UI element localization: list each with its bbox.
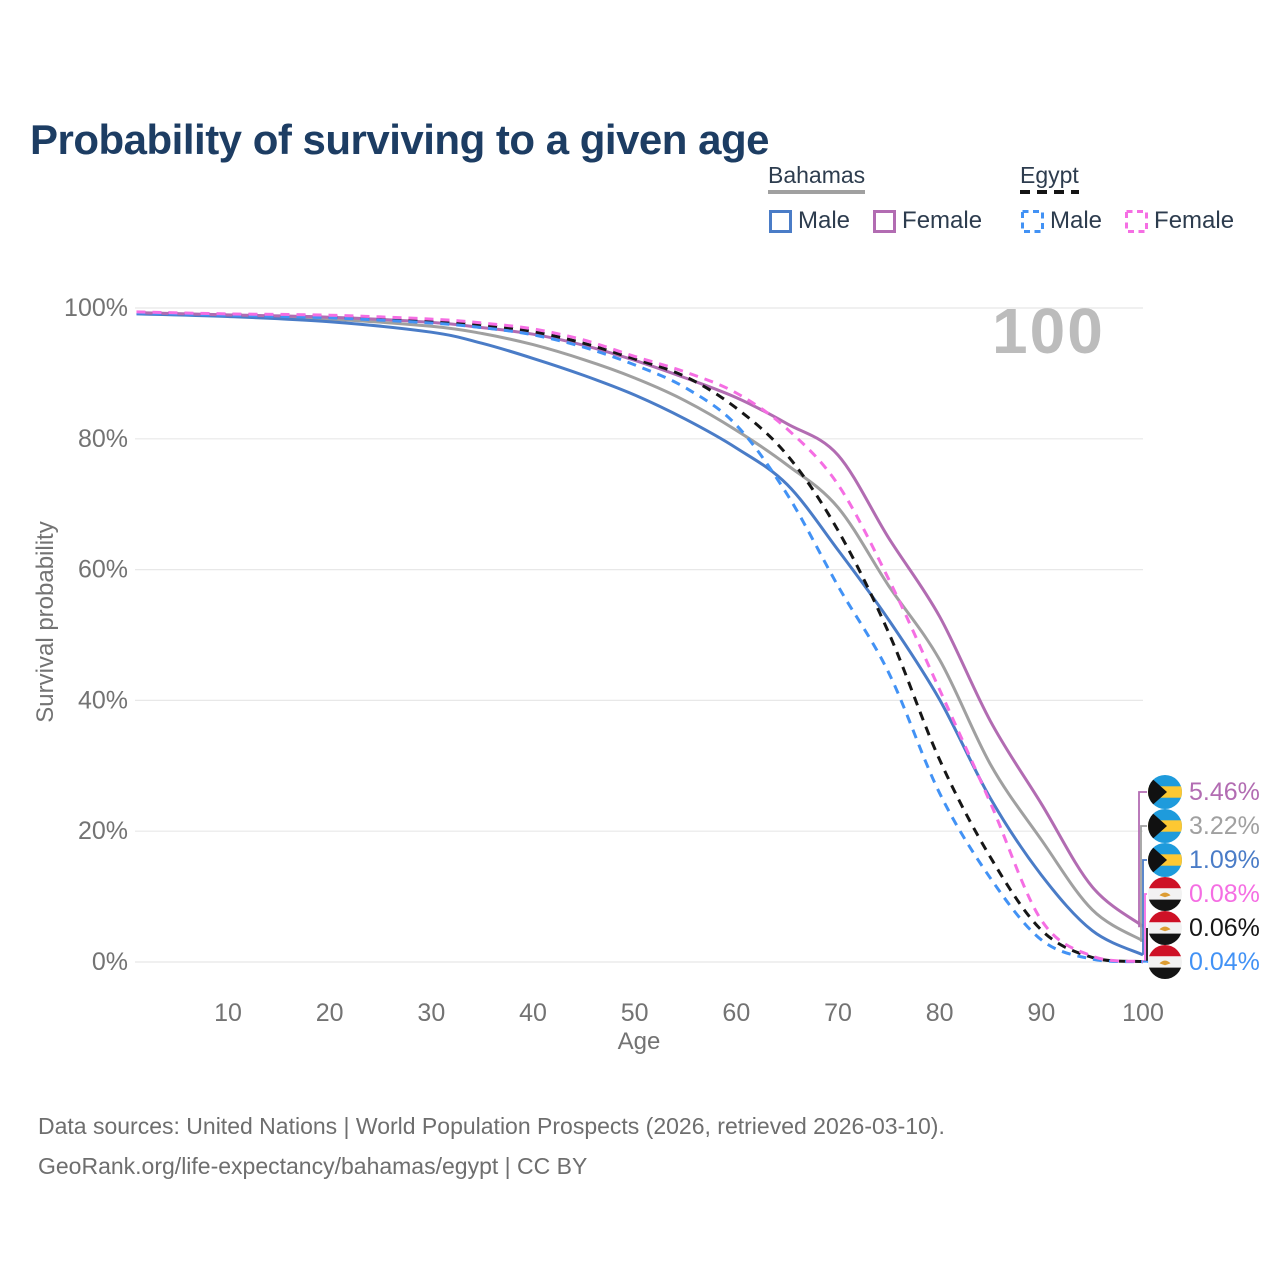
x-tick-label: 80 xyxy=(926,999,954,1027)
y-tick-label: 60% xyxy=(78,556,128,584)
legend-item-egypt-male[interactable]: Male xyxy=(1020,207,1102,235)
legend-item-label: Female xyxy=(902,207,983,234)
egypt-line-style-swatch xyxy=(1020,190,1079,194)
legend-header-bahamas[interactable]: Bahamas xyxy=(768,162,866,198)
y-tick-label: 80% xyxy=(78,425,128,453)
legend-item-label: Male xyxy=(798,207,851,234)
bahamas-male-swatch-icon xyxy=(768,209,793,234)
y-tick-label: 20% xyxy=(78,817,128,845)
series-line-bahamas-female xyxy=(136,311,1144,928)
y-tick-label: 100% xyxy=(64,294,128,322)
end-label-row: 1.09% xyxy=(1148,843,1260,877)
egypt-flag-icon xyxy=(1148,945,1182,979)
bahamas-flag-icon xyxy=(1148,809,1182,843)
y-tick-label: 0% xyxy=(92,948,128,976)
egypt-flag-icon xyxy=(1148,877,1182,911)
x-tick-label: 10 xyxy=(214,999,242,1027)
legend-item-label: Male xyxy=(1050,207,1103,234)
egypt-flag-icon xyxy=(1148,911,1182,945)
footer-source-line: Data sources: United Nations | World Pop… xyxy=(38,1113,945,1139)
series-line-egypt-female xyxy=(136,310,1144,963)
x-tick-label: 40 xyxy=(519,999,547,1027)
end-label-row: 5.46% xyxy=(1148,775,1260,809)
end-label-row: 0.08% xyxy=(1148,877,1260,911)
end-label-row: 3.22% xyxy=(1148,809,1260,843)
end-label-value: 1.09% xyxy=(1189,845,1260,874)
end-label-row: 0.06% xyxy=(1148,911,1260,945)
footer-link-line: GeoRank.org/life-expectancy/bahamas/egyp… xyxy=(38,1153,588,1179)
x-tick-label: 70 xyxy=(824,999,852,1027)
series-line-egypt-male xyxy=(136,311,1144,964)
end-label-row: 0.04% xyxy=(1148,945,1260,979)
end-label-connector xyxy=(1140,825,1147,942)
series-line-bahamas-both xyxy=(136,311,1144,943)
bahamas-line-style-swatch xyxy=(768,190,866,194)
end-label-value: 3.22% xyxy=(1189,811,1260,840)
x-tick-label: 60 xyxy=(722,999,750,1027)
legend-header-egypt-label: Egypt xyxy=(1020,162,1079,188)
legend-item-egypt-female[interactable]: Female xyxy=(1124,207,1234,235)
bahamas-flag-icon xyxy=(1148,775,1182,809)
x-tick-label: 90 xyxy=(1027,999,1055,1027)
legend-group-egypt: Egypt Male Female xyxy=(1020,162,1234,235)
end-label-value: 0.06% xyxy=(1189,913,1260,942)
y-axis-title: Survival probability xyxy=(32,521,59,723)
series-line-bahamas-male xyxy=(136,312,1144,957)
x-axis-title: Age xyxy=(617,1028,661,1055)
legend-item-label: Female xyxy=(1154,207,1235,234)
footer: Data sources: United Nations | World Pop… xyxy=(38,1106,945,1186)
legend-item-bahamas-male[interactable]: Male xyxy=(768,207,850,235)
end-label-connector xyxy=(1142,859,1147,955)
legend-header-bahamas-label: Bahamas xyxy=(768,162,866,188)
end-label-value: 0.04% xyxy=(1189,947,1260,976)
legend-group-bahamas: Bahamas Male Female xyxy=(768,162,982,235)
x-tick-label: 30 xyxy=(417,999,445,1027)
page-title: Probability of surviving to a given age xyxy=(30,116,769,164)
y-tick-label: 40% xyxy=(78,686,128,714)
end-label-value: 0.08% xyxy=(1189,879,1260,908)
x-tick-label: 20 xyxy=(316,999,344,1027)
bahamas-female-swatch-icon xyxy=(872,209,897,234)
legend-header-egypt[interactable]: Egypt xyxy=(1020,162,1079,198)
x-tick-label: 50 xyxy=(621,999,649,1027)
bahamas-flag-icon xyxy=(1148,843,1182,877)
series-line-egypt-both xyxy=(136,310,1144,964)
age-indicator: 100 xyxy=(992,295,1105,367)
x-tick-label: 100 xyxy=(1122,999,1164,1027)
end-label-value: 5.46% xyxy=(1189,777,1260,806)
legend-item-bahamas-female[interactable]: Female xyxy=(872,207,982,235)
